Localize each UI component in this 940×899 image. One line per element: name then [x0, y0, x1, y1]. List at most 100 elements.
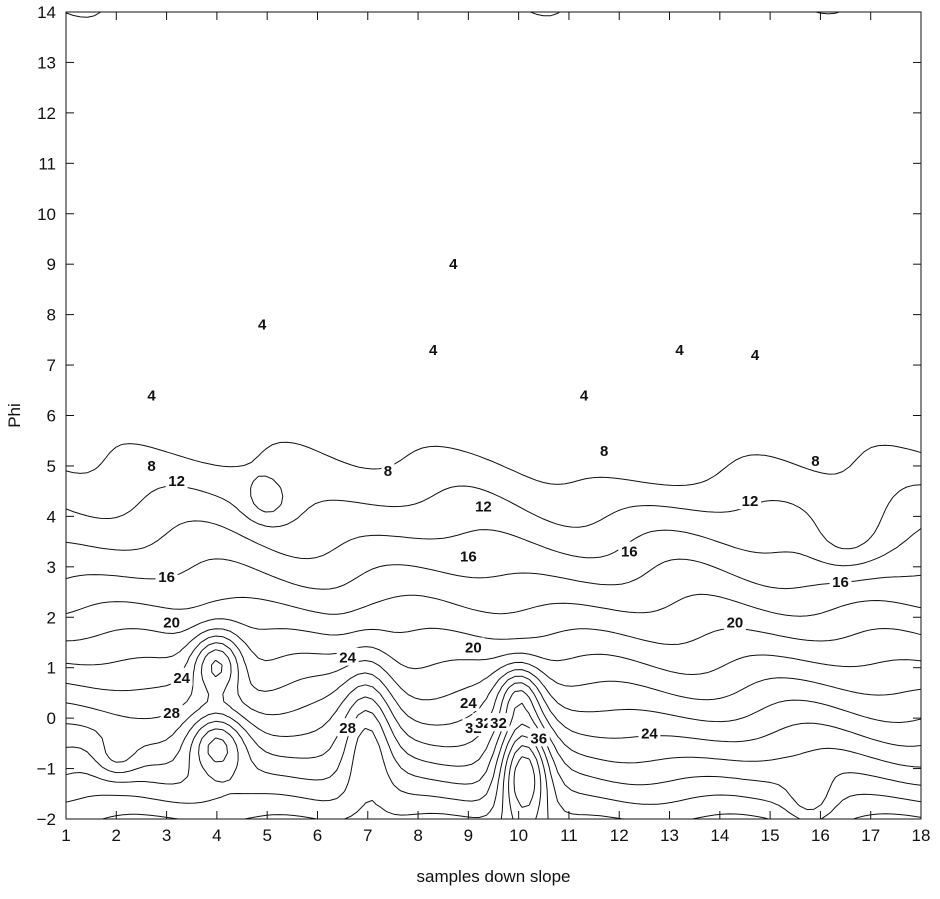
- y-axis-title: Phi: [5, 403, 24, 428]
- contour-label-bg: [145, 385, 158, 404]
- contour-label: 28: [339, 720, 356, 737]
- contour-label-bg: [472, 496, 495, 515]
- contour-label-bg: [739, 491, 761, 510]
- contour-label-bg: [723, 612, 746, 631]
- contour-label: 4: [429, 342, 438, 359]
- y-tick-label: 5: [47, 457, 56, 476]
- x-tick-label: 7: [363, 826, 372, 845]
- contour-label: 24: [641, 725, 658, 742]
- plot-frame: [65, 11, 922, 820]
- x-tick-label: 18: [912, 826, 931, 845]
- contour-line-34: [513, 756, 536, 808]
- contour-label: 16: [158, 569, 175, 586]
- contour-label-bg: [638, 723, 661, 742]
- contour-label-bg: [527, 728, 550, 747]
- contour-label: 8: [811, 453, 819, 470]
- contour-label: 4: [147, 387, 156, 404]
- y-tick-label: 7: [47, 356, 56, 375]
- contour-label-bg: [673, 339, 687, 358]
- contour-label: 24: [460, 695, 477, 712]
- contour-label-bg: [829, 571, 852, 590]
- x-axis-title: samples down slope: [416, 867, 570, 886]
- x-tick-label: 10: [509, 826, 528, 845]
- x-tick-label: 15: [761, 826, 780, 845]
- x-tick-label: 13: [660, 826, 679, 845]
- contour-label-bg: [145, 455, 158, 474]
- x-tick-label: 12: [610, 826, 629, 845]
- contour-line-2: [65, 11, 922, 513]
- x-tick-label: 17: [861, 826, 880, 845]
- contour-label-bg: [336, 647, 359, 666]
- contour-label-bg: [808, 450, 822, 469]
- x-tick-label: 5: [262, 826, 271, 845]
- contour-line-4: [65, 484, 922, 550]
- contour-label: 8: [384, 463, 392, 480]
- x-tick-label: 16: [811, 826, 830, 845]
- x-tick-label: 4: [212, 826, 221, 845]
- contour-line-18: [65, 642, 922, 726]
- contour-line-28: [102, 723, 922, 820]
- contour-label: 16: [460, 549, 477, 566]
- y-tick-label: 6: [47, 407, 56, 426]
- contour-label-bg: [165, 471, 188, 490]
- y-tick-label: 3: [47, 558, 56, 577]
- y-tick-label: 12: [37, 104, 56, 123]
- contour-label: 36: [530, 730, 547, 747]
- contour-label: 16: [621, 544, 638, 561]
- y-tick-label: 9: [47, 255, 56, 274]
- contour-label-bg: [426, 339, 440, 358]
- contour-label: 8: [600, 443, 608, 460]
- y-tick-label: 8: [47, 306, 56, 325]
- contour-line-10: [66, 593, 922, 617]
- contour-label-bg: [487, 713, 510, 732]
- x-axis: 1 2 3 4 5 6 7 8 9 10 11 12 13 14 15 16 17 18: [61, 12, 930, 845]
- y-tick-label: 11: [38, 154, 56, 173]
- contour-label: 4: [675, 342, 684, 359]
- contour-labels: 4 4 4 4 4 4 4 8 8 8 8 12 12 12 16 16 16 16 20 20 20 24 24 24 24 2…: [145, 254, 852, 747]
- contour-label-bg: [577, 385, 591, 404]
- contour-label: 12: [168, 473, 185, 490]
- x-tick-label: 2: [112, 826, 121, 845]
- contour-label: 28: [163, 705, 180, 722]
- contour-label: 24: [173, 670, 190, 687]
- y-tick-label: 14: [37, 3, 56, 22]
- contour-label-bg: [160, 703, 183, 722]
- contour-label-bg: [381, 460, 395, 479]
- contour-label-bg: [457, 546, 480, 565]
- contour-line-32: [508, 745, 542, 820]
- contour-label: 24: [339, 650, 356, 667]
- y-tick-label: 13: [37, 53, 56, 72]
- contour-label: 4: [449, 256, 458, 273]
- contour-label: 20: [727, 614, 744, 631]
- contour-label-bg: [748, 344, 762, 363]
- contour-line-24: [65, 690, 922, 811]
- contour-label-bg: [462, 637, 485, 656]
- contour-label: 8: [147, 458, 155, 475]
- contour-label: 12: [475, 498, 492, 515]
- contour-label-bg: [255, 314, 269, 333]
- y-tick-label: 10: [37, 205, 56, 224]
- y-tick-label: −2: [37, 810, 56, 829]
- contour-label: 16: [832, 574, 849, 591]
- contour-line-6: [65, 520, 922, 567]
- contour-label: 32: [490, 715, 507, 732]
- x-tick-label: 8: [413, 826, 422, 845]
- x-tick-label: 9: [464, 826, 473, 845]
- contour-label-bg: [170, 667, 193, 686]
- y-tick-label: 1: [47, 659, 56, 678]
- contour-label: 20: [163, 614, 180, 631]
- contour-label-bg: [446, 254, 460, 273]
- y-tick-label: 4: [47, 507, 56, 526]
- contour-line-20: [65, 649, 922, 763]
- y-tick-label: −1: [37, 760, 56, 779]
- x-tick-label: 3: [162, 826, 171, 845]
- contour-label-bg: [457, 692, 480, 711]
- contour-label: 20: [465, 640, 482, 657]
- contour-line-8: [65, 558, 922, 590]
- contour-line-16: [65, 635, 922, 701]
- x-tick-label: 1: [61, 826, 70, 845]
- x-tick-label: 11: [560, 826, 578, 845]
- contour-label: 4: [258, 317, 267, 334]
